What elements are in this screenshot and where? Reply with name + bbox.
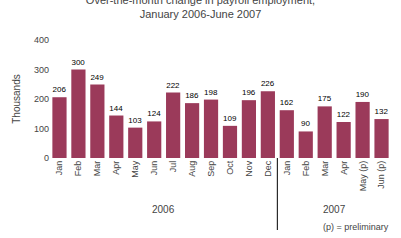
svg-text:Mar: Mar [320,161,330,177]
svg-text:Nov: Nov [244,160,254,177]
svg-text:Mar: Mar [92,161,102,177]
svg-text:Apr: Apr [339,161,349,175]
svg-text:249: 249 [90,73,104,82]
svg-text:300: 300 [71,58,85,67]
svg-text:400: 400 [34,35,49,45]
svg-text:Sep: Sep [206,161,216,177]
svg-text:206: 206 [53,85,67,94]
svg-text:Jan: Jan [54,161,64,176]
svg-text:103: 103 [128,116,142,125]
svg-text:109: 109 [223,114,237,123]
svg-text:196: 196 [242,88,256,97]
svg-text:162: 162 [280,98,294,107]
svg-text:Over-the-month change in payro: Over-the-month change in payroll employm… [86,0,315,20]
svg-text:May: May [130,160,140,178]
svg-text:0: 0 [44,153,49,163]
svg-text:144: 144 [109,104,123,113]
svg-text:May (p): May (p) [358,161,368,192]
svg-text:132: 132 [375,107,389,116]
svg-text:Oct: Oct [225,160,235,175]
svg-text:Feb: Feb [73,161,83,177]
svg-text:90: 90 [301,119,310,128]
svg-text:Jul: Jul [168,161,178,173]
svg-text:124: 124 [147,109,161,118]
svg-text:2007: 2007 [323,204,346,215]
svg-text:Jan: Jan [282,161,292,176]
svg-text:(p) = preliminary: (p) = preliminary [323,222,389,232]
svg-text:175: 175 [318,94,332,103]
svg-text:198: 198 [204,88,218,97]
svg-text:200: 200 [34,94,49,104]
svg-text:300: 300 [34,65,49,75]
svg-text:Dec: Dec [263,160,273,177]
svg-text:Jun: Jun [149,161,159,176]
svg-text:100: 100 [34,124,49,134]
svg-text:186: 186 [185,91,199,100]
svg-text:Aug: Aug [187,161,197,177]
svg-text:Thousands: Thousands [11,74,22,123]
svg-text:Feb: Feb [301,161,311,177]
svg-text:226: 226 [261,79,275,88]
svg-text:190: 190 [356,90,370,99]
svg-text:Jun (p): Jun (p) [376,161,386,189]
svg-text:222: 222 [166,81,180,90]
svg-text:2006: 2006 [152,204,175,215]
svg-text:Apr: Apr [111,161,121,175]
svg-text:122: 122 [337,110,351,119]
